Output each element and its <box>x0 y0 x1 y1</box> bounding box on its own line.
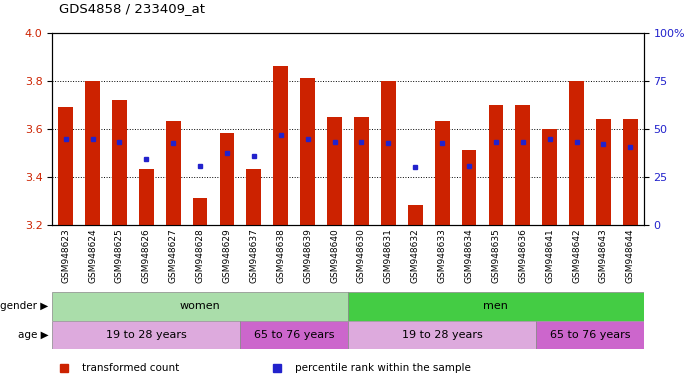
Text: GSM948628: GSM948628 <box>196 228 205 283</box>
Bar <box>240 321 348 349</box>
Bar <box>52 292 348 321</box>
Text: GDS4858 / 233409_at: GDS4858 / 233409_at <box>59 2 205 15</box>
Bar <box>112 100 127 225</box>
Text: transformed count: transformed count <box>82 363 179 374</box>
Bar <box>569 81 584 225</box>
Text: GSM948630: GSM948630 <box>357 228 366 283</box>
Bar <box>381 81 396 225</box>
Bar <box>348 321 536 349</box>
Bar <box>596 119 611 225</box>
Bar <box>139 169 154 225</box>
Text: percentile rank within the sample: percentile rank within the sample <box>295 363 470 374</box>
Bar <box>489 105 503 225</box>
Text: GSM948642: GSM948642 <box>572 228 581 283</box>
Bar <box>220 134 235 225</box>
Text: 19 to 28 years: 19 to 28 years <box>402 330 482 340</box>
Text: GSM948641: GSM948641 <box>545 228 554 283</box>
Bar <box>348 292 644 321</box>
Bar <box>166 121 180 225</box>
Text: 19 to 28 years: 19 to 28 years <box>106 330 187 340</box>
Bar <box>58 107 73 225</box>
Text: GSM948633: GSM948633 <box>438 228 447 283</box>
Text: women: women <box>180 301 221 311</box>
Text: GSM948626: GSM948626 <box>142 228 151 283</box>
Bar <box>300 78 315 225</box>
Text: GSM948639: GSM948639 <box>303 228 313 283</box>
Bar <box>246 169 261 225</box>
Text: men: men <box>484 301 508 311</box>
Text: GSM948643: GSM948643 <box>599 228 608 283</box>
Text: 65 to 76 years: 65 to 76 years <box>550 330 631 340</box>
Bar <box>274 66 288 225</box>
Text: GSM948635: GSM948635 <box>491 228 500 283</box>
Text: 65 to 76 years: 65 to 76 years <box>254 330 335 340</box>
Text: age ▶: age ▶ <box>18 330 49 340</box>
Bar <box>536 321 644 349</box>
Bar <box>85 81 100 225</box>
Bar <box>461 150 476 225</box>
Text: GSM948640: GSM948640 <box>330 228 339 283</box>
Bar <box>408 205 422 225</box>
Bar <box>435 121 450 225</box>
Text: GSM948632: GSM948632 <box>411 228 420 283</box>
Bar <box>516 105 530 225</box>
Text: GSM948623: GSM948623 <box>61 228 70 283</box>
Text: GSM948634: GSM948634 <box>464 228 473 283</box>
Text: GSM948624: GSM948624 <box>88 228 97 283</box>
Text: GSM948627: GSM948627 <box>168 228 177 283</box>
Text: GSM948631: GSM948631 <box>383 228 393 283</box>
Bar <box>193 198 207 225</box>
Text: GSM948637: GSM948637 <box>249 228 258 283</box>
Text: GSM948629: GSM948629 <box>223 228 232 283</box>
Text: GSM948636: GSM948636 <box>519 228 528 283</box>
Text: gender ▶: gender ▶ <box>1 301 49 311</box>
Text: GSM948644: GSM948644 <box>626 228 635 283</box>
Bar <box>623 119 638 225</box>
Bar <box>52 321 240 349</box>
Bar <box>542 129 557 225</box>
Bar <box>327 117 342 225</box>
Text: GSM948625: GSM948625 <box>115 228 124 283</box>
Text: GSM948638: GSM948638 <box>276 228 285 283</box>
Bar <box>354 117 369 225</box>
